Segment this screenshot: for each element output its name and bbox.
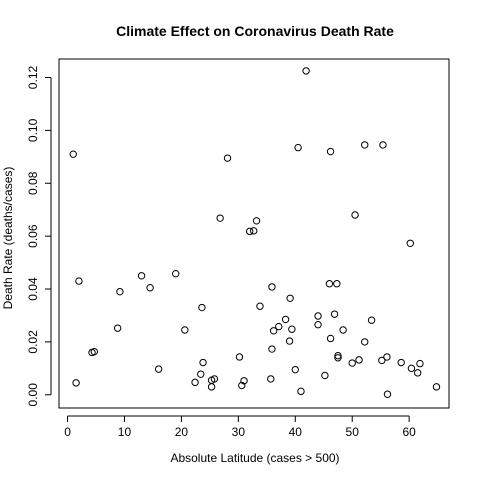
data-point <box>240 377 248 385</box>
data-point <box>355 356 363 364</box>
data-point <box>154 365 163 373</box>
data-point <box>334 354 342 362</box>
data-point <box>413 369 422 377</box>
data-point <box>383 353 391 361</box>
x-tick-label: 40 <box>289 425 303 439</box>
data-point <box>326 334 335 343</box>
data-point <box>191 378 199 387</box>
data-point <box>379 141 387 149</box>
data-point <box>333 280 341 288</box>
data-point <box>383 390 392 398</box>
y-axis-label: Death Rate (deaths/cases) <box>1 167 15 310</box>
y-tick-label: 0.08 <box>26 171 40 195</box>
data-point <box>286 294 294 302</box>
data-point <box>69 150 77 158</box>
data-point <box>113 324 122 332</box>
data-point <box>197 370 205 378</box>
y-tick-label: 0.00 <box>26 383 40 407</box>
data-point <box>246 227 254 236</box>
data-point <box>351 211 359 219</box>
data-point <box>235 353 244 361</box>
data-point <box>223 154 232 162</box>
data-point <box>407 364 416 373</box>
x-tick-label: 60 <box>402 425 416 439</box>
data-point <box>137 272 146 280</box>
data-point <box>268 345 276 353</box>
x-tick-label: 0 <box>64 425 71 439</box>
data-point <box>291 365 299 374</box>
data-point <box>348 359 356 367</box>
data-point <box>172 269 180 278</box>
data-point <box>269 327 278 335</box>
data-point <box>72 379 80 387</box>
x-axis: 0 10 20 30 40 50 60 <box>64 415 416 439</box>
data-point <box>268 283 276 291</box>
data-point <box>90 347 98 356</box>
data-point <box>285 337 294 345</box>
data-point <box>321 371 329 380</box>
x-tick-label: 50 <box>346 425 360 439</box>
data-point <box>238 381 246 390</box>
y-tick-label: 0.06 <box>26 224 40 248</box>
data-point <box>181 326 189 334</box>
y-tick-label: 0.02 <box>26 330 40 354</box>
data-point <box>334 351 342 360</box>
data-point <box>75 277 83 285</box>
data-point <box>378 356 386 365</box>
data-point <box>207 383 216 391</box>
data-point <box>302 67 310 75</box>
data-point <box>397 358 405 367</box>
data-point <box>146 284 154 292</box>
data-points <box>69 67 441 398</box>
data-point <box>288 325 296 333</box>
data-point <box>325 280 334 288</box>
x-tick-label: 10 <box>118 425 132 439</box>
x-axis-label: Absolute Latitude (cases > 500) <box>170 451 339 465</box>
data-point <box>294 143 302 152</box>
data-point <box>314 321 322 329</box>
data-point <box>252 217 261 225</box>
y-tick-label: 0.12 <box>26 66 40 90</box>
data-point <box>432 383 441 391</box>
data-point <box>361 338 369 346</box>
data-point <box>367 316 376 324</box>
data-point <box>297 387 305 396</box>
data-point <box>361 141 369 149</box>
data-point <box>256 302 264 310</box>
plot-frame <box>58 58 450 409</box>
y-axis: 0.00 0.02 0.04 0.06 0.08 0.10 0.12 <box>26 66 52 407</box>
data-point <box>216 214 224 222</box>
data-point <box>250 227 258 235</box>
data-point <box>198 303 206 312</box>
data-point <box>339 326 347 334</box>
chart-title: Climate Effect on Coronavirus Death Rate <box>116 23 394 39</box>
y-tick-label: 0.04 <box>26 277 40 301</box>
y-tick-label: 0.10 <box>26 118 40 142</box>
data-point <box>199 358 207 367</box>
data-point <box>416 359 424 368</box>
x-tick-label: 30 <box>232 425 246 439</box>
data-point <box>314 312 322 320</box>
data-point <box>281 315 290 324</box>
data-point <box>275 322 283 331</box>
data-point <box>326 147 335 156</box>
x-tick-label: 20 <box>175 425 189 439</box>
data-point <box>116 287 124 296</box>
data-point <box>267 375 275 383</box>
data-point <box>406 239 414 247</box>
data-point <box>330 310 339 318</box>
